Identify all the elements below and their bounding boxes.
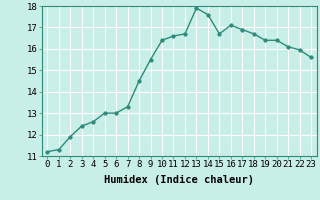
X-axis label: Humidex (Indice chaleur): Humidex (Indice chaleur) bbox=[104, 175, 254, 185]
